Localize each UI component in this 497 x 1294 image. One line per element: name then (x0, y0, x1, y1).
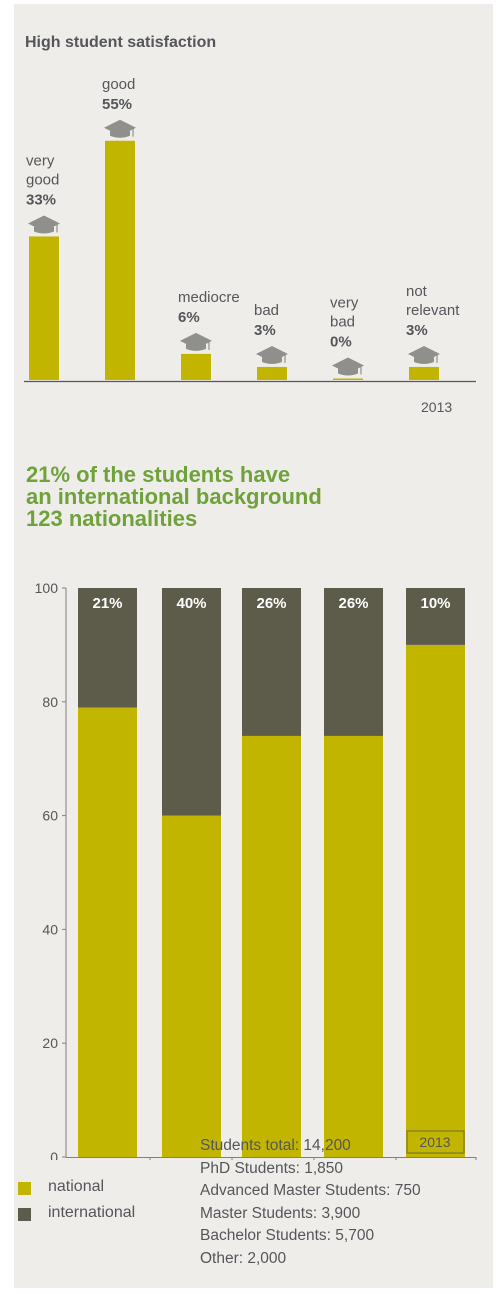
legend-swatch-national (18, 1182, 31, 1195)
y-tick-label-40: 40 (42, 921, 58, 937)
graduation-cap-icon (104, 119, 136, 138)
category-label-very-good: very (26, 152, 55, 169)
satisfaction-chart-title: High student satisfaction (25, 34, 217, 51)
y-tick-label-80: 80 (42, 694, 58, 710)
bar-good (105, 140, 135, 380)
note-bachelor: Bachelor Students: 5,700 (200, 1227, 375, 1244)
bar-national-phd (162, 815, 221, 1157)
bar-national-master (324, 735, 383, 1157)
graduation-cap-icon (180, 332, 212, 351)
satisfaction-chart: 33% very good 55% good 6% mediocre 3% bad 0% very b… (24, 76, 476, 415)
note-other: Other: 2,000 (200, 1249, 287, 1267)
graduation-cap-icon (28, 215, 60, 234)
bar-very-bad (333, 378, 363, 380)
graduation-cap-icon (256, 345, 288, 364)
year-label: 2013 (421, 399, 452, 415)
value-label-not-relevant: 3% (406, 322, 428, 339)
value-label-very-good: 33% (26, 191, 56, 208)
category-label-very-bad: very (330, 295, 359, 312)
y-tick-label-0: 0 (50, 1149, 58, 1160)
category-label-bad: bad (254, 302, 279, 319)
value-label-mediocre: 6% (178, 309, 200, 326)
top-label-phd: 40% (176, 595, 206, 612)
international-chart-title: 21% of the students have an internationa… (26, 464, 322, 530)
bar-international-master (324, 588, 383, 736)
bar-bad (257, 366, 287, 380)
category-label-not-relevant: not (406, 283, 428, 300)
legend-label-national: national (48, 1178, 105, 1195)
bar-international-advanced-master (242, 588, 301, 736)
category-label-very-good: good (26, 171, 59, 188)
legend-swatch-international (18, 1208, 31, 1221)
category-label-good: good (102, 76, 135, 93)
graduation-cap-icon (408, 345, 440, 364)
graduation-cap-icon (332, 357, 364, 376)
student-counts: Students total: 14,200 PhD Students: 1,8… (200, 1135, 421, 1270)
note-advanced-master: Advanced Master Students: 750 (200, 1182, 421, 1199)
value-label-very-bad: 0% (330, 334, 352, 351)
value-label-bad: 3% (254, 322, 276, 339)
y-tick-label-60: 60 (42, 808, 58, 824)
category-label-not-relevant: relevant (406, 302, 460, 319)
bar-national-advanced-master (242, 735, 301, 1157)
bar-national-students-total (78, 707, 137, 1157)
year-label: 2013 (419, 1134, 450, 1150)
top-label-students-total: 21% (92, 595, 122, 612)
top-label-master: 26% (338, 595, 368, 612)
category-label-mediocre: mediocre (178, 289, 240, 306)
year-box (406, 1130, 465, 1154)
title-line-3: 123 nationalities (26, 506, 198, 531)
category-label-very-bad: bad (330, 314, 355, 331)
bar-international-students-total (78, 588, 137, 708)
bar-international-bachelor (406, 588, 465, 645)
value-label-good: 55% (102, 96, 132, 113)
note-master: Master Students: 3,900 (200, 1204, 361, 1222)
y-tick-label-20: 20 (42, 1035, 58, 1051)
bar-not-relevant (409, 366, 439, 380)
top-label-advanced-master: 26% (256, 595, 286, 612)
bar-very-good (29, 236, 59, 380)
legend-label-international: international (48, 1204, 136, 1221)
bar-mediocre (181, 353, 211, 380)
note-phd: PhD Students: 1,850 (200, 1159, 344, 1177)
top-label-bachelor: 10% (420, 595, 450, 612)
y-tick-label-100: 100 (35, 580, 59, 596)
bar-international-phd (162, 588, 221, 816)
title-line-2: an international background (26, 484, 322, 509)
bar-national-bachelor (406, 644, 465, 1157)
note-students-total: Students total: 14,200 (200, 1137, 351, 1154)
title-line-1: 21% of the students have (26, 462, 291, 487)
